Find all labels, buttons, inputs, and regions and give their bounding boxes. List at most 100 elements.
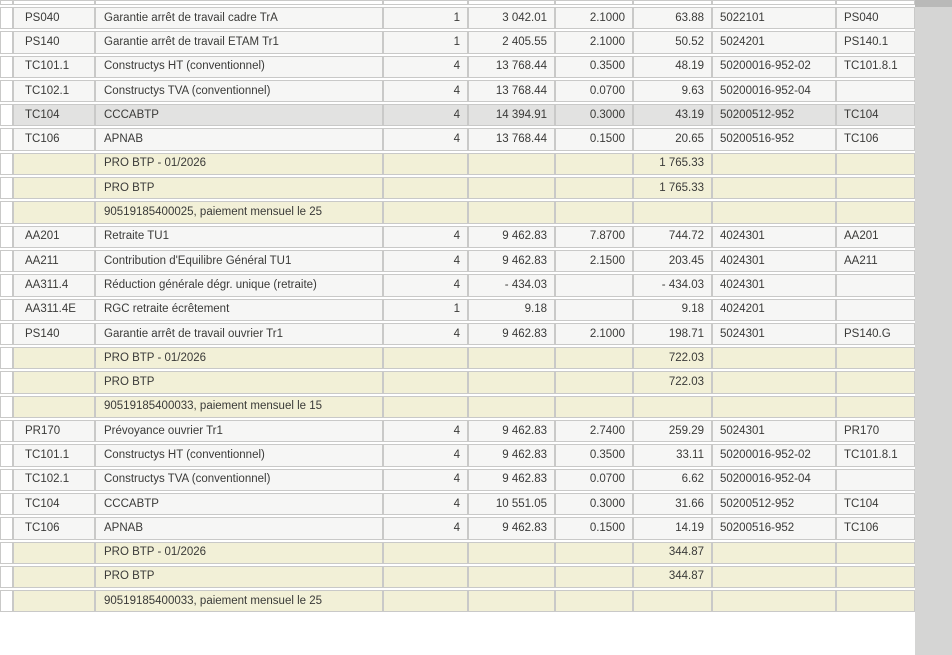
cell-qty[interactable]: 4: [383, 55, 468, 78]
cell-rate[interactable]: [555, 541, 633, 564]
cell-account[interactable]: 50200516-952: [712, 128, 836, 151]
row-indicator-cell[interactable]: [0, 565, 13, 589]
cell-qty[interactable]: 4: [383, 225, 468, 248]
cell-account[interactable]: [712, 541, 836, 564]
row-indicator-cell[interactable]: [0, 0, 13, 5]
cell-amount[interactable]: 31.66: [633, 492, 712, 516]
cell-amount[interactable]: 198.71: [633, 322, 712, 346]
cell-rate[interactable]: [555, 395, 633, 419]
cell-qty[interactable]: 4: [383, 274, 468, 297]
cell-code[interactable]: PS040: [13, 7, 95, 30]
cell-ref[interactable]: [836, 152, 915, 176]
cell-code[interactable]: TC101.1: [13, 55, 95, 78]
cell-base[interactable]: [468, 177, 555, 200]
cell-qty[interactable]: [383, 347, 468, 370]
table-row[interactable]: PRO BTP 344.87: [0, 565, 915, 589]
cell-qty[interactable]: [383, 395, 468, 419]
row-indicator-cell[interactable]: [0, 371, 13, 394]
cell-base[interactable]: 9 462.83: [468, 249, 555, 273]
cell-base[interactable]: [468, 590, 555, 613]
cell-label[interactable]: PRO BTP: [95, 565, 383, 589]
cell-rate[interactable]: 0.3500: [555, 444, 633, 467]
cell-rate[interactable]: [555, 0, 633, 5]
cell-code[interactable]: AA211: [13, 249, 95, 273]
cell-code[interactable]: AA201: [13, 225, 95, 248]
cell-account[interactable]: 5024301: [712, 420, 836, 443]
cell-rate[interactable]: 0.3000: [555, 104, 633, 127]
cell-amount[interactable]: 9.18: [633, 298, 712, 321]
cell-qty[interactable]: [383, 590, 468, 613]
cell-qty[interactable]: 4: [383, 128, 468, 151]
table-row[interactable]: TC106 APNAB 4 13 768.44 0.1500 20.65 50200516-…: [0, 128, 915, 151]
table-row[interactable]: PRO BTP 1 765.33: [0, 177, 915, 200]
cell-label[interactable]: RGC retraite écrêtement: [95, 298, 383, 321]
cell-account[interactable]: 4024201: [712, 298, 836, 321]
table-row[interactable]: TC106 APNAB 4 9 462.83 0.1500 14.19 50200516-9…: [0, 517, 915, 540]
row-indicator-cell[interactable]: [0, 395, 13, 419]
cell-code[interactable]: AA311.4: [13, 274, 95, 297]
cell-code[interactable]: [13, 347, 95, 370]
cell-account[interactable]: 50200016-952-04: [712, 79, 836, 103]
cell-label[interactable]: Retraite TU1: [95, 225, 383, 248]
row-indicator-cell[interactable]: [0, 492, 13, 516]
cell-amount[interactable]: [633, 395, 712, 419]
cell-base[interactable]: [468, 201, 555, 224]
cell-label[interactable]: PRO BTP - 01/2026: [95, 152, 383, 176]
cell-ref[interactable]: AA211: [836, 249, 915, 273]
cell-ref[interactable]: [836, 347, 915, 370]
cell-ref[interactable]: [836, 201, 915, 224]
cell-amount[interactable]: 259.29: [633, 420, 712, 443]
cell-base[interactable]: 9 462.83: [468, 468, 555, 491]
cell-amount[interactable]: 14.19: [633, 517, 712, 540]
cell-amount[interactable]: 63.88: [633, 7, 712, 30]
cell-label[interactable]: PRO BTP - 01/2026: [95, 541, 383, 564]
cell-ref[interactable]: PS140.G: [836, 322, 915, 346]
cell-rate[interactable]: 0.1500: [555, 517, 633, 540]
cell-base[interactable]: 13 768.44: [468, 128, 555, 151]
cell-base[interactable]: 3 042.01: [468, 7, 555, 30]
cell-code[interactable]: AA311.4E: [13, 298, 95, 321]
row-indicator-cell[interactable]: [0, 347, 13, 370]
cell-qty[interactable]: [383, 177, 468, 200]
cell-base[interactable]: 9 462.83: [468, 517, 555, 540]
cell-base[interactable]: 9 462.83: [468, 420, 555, 443]
cell-qty[interactable]: 1: [383, 298, 468, 321]
cell-amount[interactable]: 744.72: [633, 225, 712, 248]
cell-base[interactable]: [468, 395, 555, 419]
cell-ref[interactable]: [836, 541, 915, 564]
row-indicator-cell[interactable]: [0, 225, 13, 248]
cell-account[interactable]: [712, 590, 836, 613]
cell-base[interactable]: 14 394.91: [468, 104, 555, 127]
row-indicator-cell[interactable]: [0, 541, 13, 564]
cell-rate[interactable]: [555, 565, 633, 589]
cell-ref[interactable]: PS140.1: [836, 31, 915, 54]
cell-code[interactable]: TC104: [13, 104, 95, 127]
cell-rate[interactable]: 7.8700: [555, 225, 633, 248]
cell-amount[interactable]: 9.63: [633, 79, 712, 103]
cell-base[interactable]: [468, 347, 555, 370]
cell-ref[interactable]: TC104: [836, 492, 915, 516]
table-row[interactable]: PS040 Garantie arrêt de travail cadre TrA…: [0, 7, 915, 30]
cell-ref[interactable]: [836, 395, 915, 419]
row-indicator-cell[interactable]: [0, 274, 13, 297]
cell-label[interactable]: PRO BTP: [95, 371, 383, 394]
row-indicator-cell[interactable]: [0, 590, 13, 613]
cell-label[interactable]: Constructys TVA (conventionnel): [95, 468, 383, 491]
cell-base[interactable]: 2 405.55: [468, 31, 555, 54]
cell-rate[interactable]: 0.0700: [555, 79, 633, 103]
table-row[interactable]: TC104 CCCABTP 4 14 394.91 0.3000 43.19 5020051…: [0, 104, 915, 127]
cell-amount[interactable]: 344.87: [633, 541, 712, 564]
cell-rate[interactable]: [555, 274, 633, 297]
cell-account[interactable]: [712, 395, 836, 419]
cell-rate[interactable]: [555, 590, 633, 613]
cell-ref[interactable]: [836, 565, 915, 589]
cell-label[interactable]: APNAB: [95, 128, 383, 151]
cell-amount[interactable]: 6.62: [633, 468, 712, 491]
cell-code[interactable]: [13, 177, 95, 200]
cell-base[interactable]: 13 768.44: [468, 55, 555, 78]
cell-code[interactable]: [13, 590, 95, 613]
cell-qty[interactable]: 4: [383, 517, 468, 540]
cell-ref[interactable]: [836, 298, 915, 321]
cell-rate[interactable]: 0.0700: [555, 468, 633, 491]
cell-base[interactable]: 10 551.05: [468, 492, 555, 516]
